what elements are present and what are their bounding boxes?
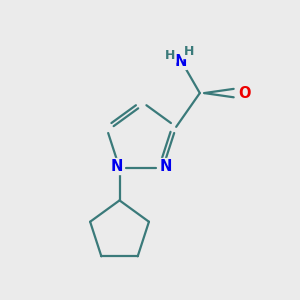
Text: H: H: [184, 45, 194, 58]
Text: N: N: [111, 159, 123, 174]
Text: N: N: [175, 54, 187, 69]
Text: H: H: [165, 49, 176, 62]
Text: O: O: [238, 85, 251, 100]
Text: N: N: [160, 159, 172, 174]
